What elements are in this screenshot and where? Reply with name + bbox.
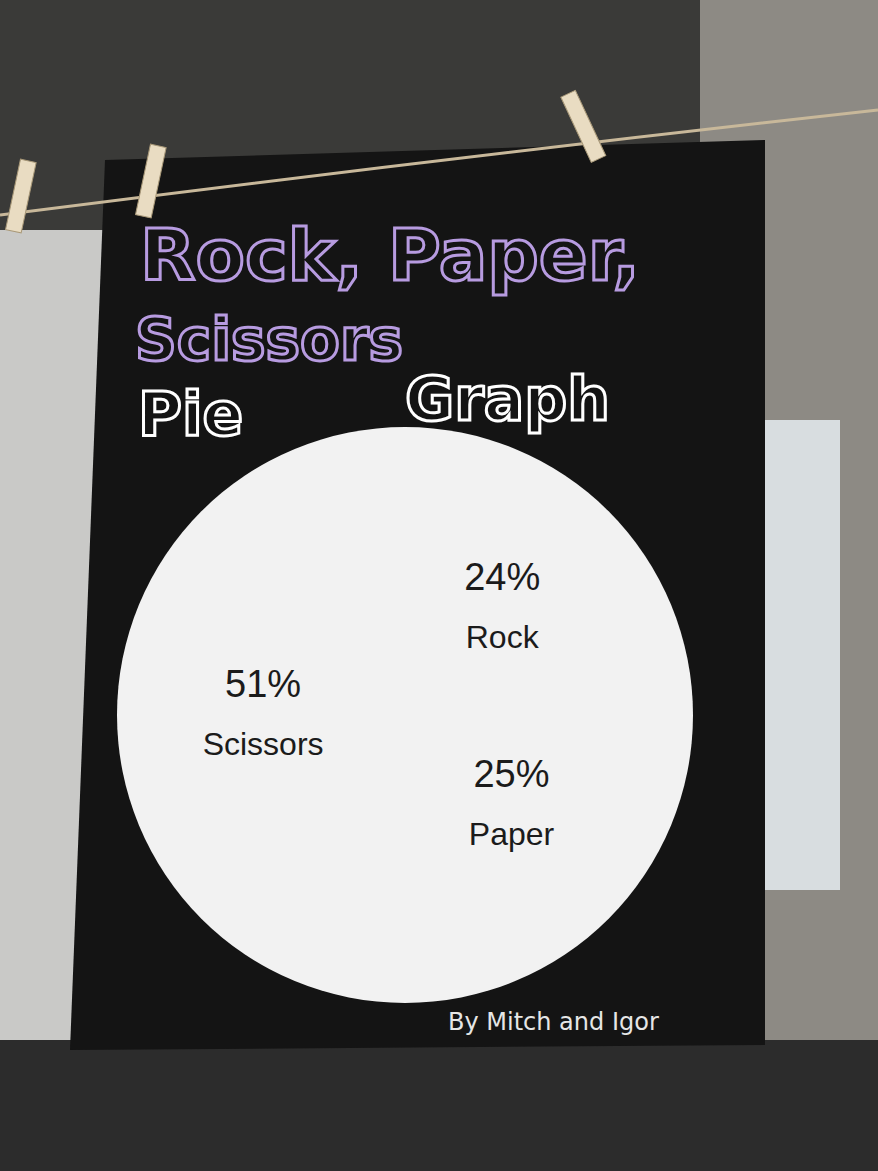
background [0, 0, 878, 1171]
annotation: By Mitch and Igor [448, 1008, 659, 1036]
data-label: 25% [473, 753, 549, 795]
category-label: Scissors [203, 726, 324, 762]
category-label: Paper [469, 816, 555, 852]
data-label: 24% [464, 555, 540, 597]
clothespin [136, 144, 167, 218]
clothespin [6, 159, 37, 233]
subtitle: Pie [138, 379, 243, 449]
subtitle: Graph [405, 364, 610, 434]
labels: 24% Rock 25% Paper 51% Scissors [203, 555, 555, 851]
data-label: 51% [225, 663, 301, 705]
clothespin [561, 90, 606, 162]
poster [70, 140, 765, 1050]
chart: Rock, Paper,ScissorsPie Graph 24% Rock 25% Pa… [0, 0, 878, 1171]
category-label: Rock [466, 618, 540, 654]
string [0, 110, 878, 215]
background-bottom [0, 1040, 878, 1171]
title: Rock, Paper,Scissors [135, 213, 640, 374]
pie-outline [117, 427, 693, 1003]
